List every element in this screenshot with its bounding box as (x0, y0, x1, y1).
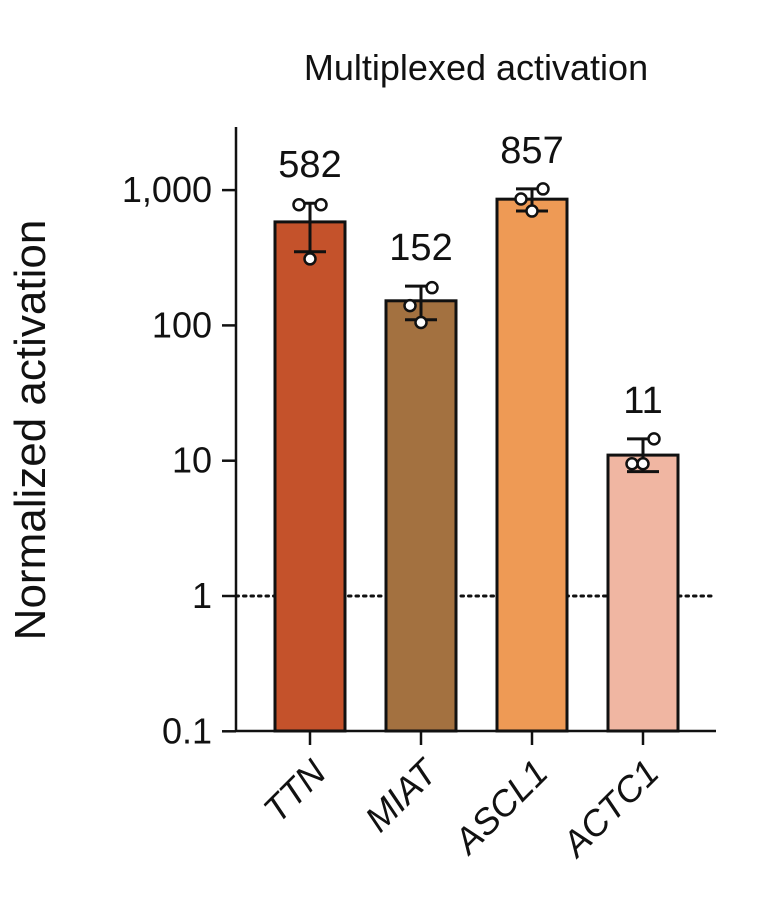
value-label-miat: 152 (389, 227, 452, 269)
y-tick-label: 1,000 (122, 169, 212, 210)
replicate-point (514, 192, 528, 206)
y-axis-label: Normalized activation (6, 220, 55, 641)
replicate-point (647, 432, 661, 446)
replicate-point (414, 315, 428, 330)
x-tick-label-actc1: ACTC1 (553, 752, 667, 866)
replicate-point (403, 298, 417, 313)
replicate-point (425, 280, 439, 295)
bar-miat (384, 299, 458, 733)
value-label-ttn: 582 (278, 144, 341, 186)
y-tick-label: 0.1 (162, 710, 212, 751)
bar-actc1 (606, 453, 680, 733)
x-tick-label-ascl1: ASCL1 (445, 752, 556, 863)
replicate-point (525, 204, 539, 218)
x-tick-label-miat: MIAT (357, 750, 447, 840)
axes-layer (222, 127, 716, 745)
replicate-point (303, 252, 317, 266)
bar-ttn (273, 220, 347, 733)
chart-title: Multiplexed activation (304, 47, 648, 88)
y-tick-label: 1 (192, 575, 212, 616)
bars-layer (273, 182, 680, 733)
replicate-point (292, 197, 306, 212)
y-tick-label: 10 (172, 440, 212, 481)
value-label-actc1: 11 (623, 380, 662, 422)
y-tick-label: 100 (152, 304, 212, 345)
replicate-point (314, 197, 328, 212)
value-label-ascl1: 857 (500, 130, 563, 172)
bar-ascl1 (495, 197, 569, 733)
replicate-point (536, 182, 550, 196)
replicate-point (625, 456, 639, 471)
replicate-point (636, 456, 650, 471)
x-tick-label-ttn: TTN (255, 751, 334, 830)
